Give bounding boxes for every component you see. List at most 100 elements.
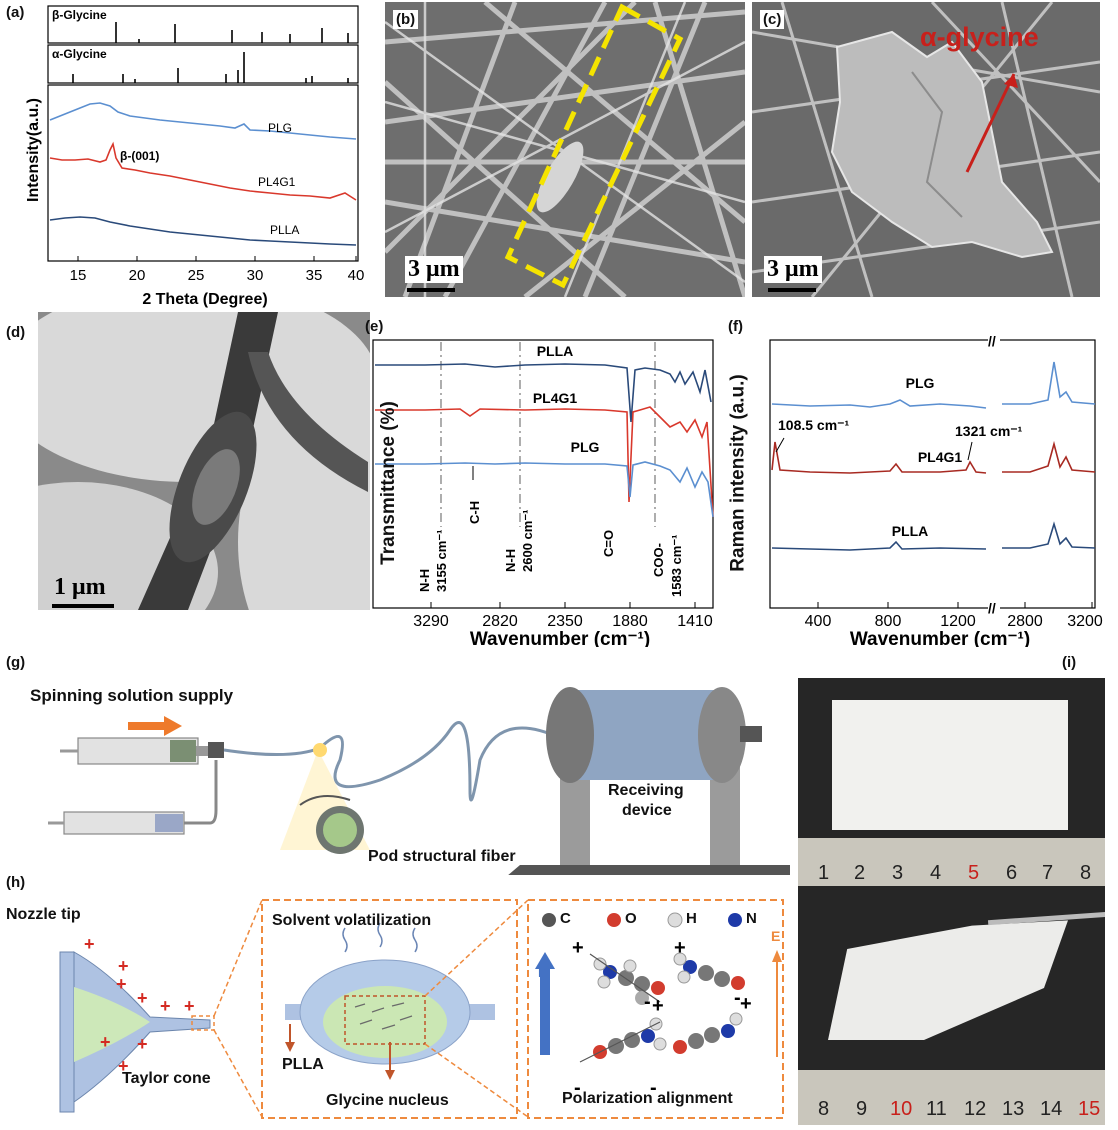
glycine-nucleus-label: Glycine nucleus bbox=[326, 1092, 449, 1109]
panel-label-e: (e) bbox=[365, 318, 384, 335]
xrd-label-plg: PLG bbox=[268, 121, 292, 135]
svg-text:+: + bbox=[116, 974, 127, 994]
panel-i-photo: (i) 1 2 3 4 5 6 7 8 8 9 10 11 12 13 14 1… bbox=[798, 678, 1105, 1125]
ftir-label-plg: PLG bbox=[571, 439, 600, 455]
raman-series-pl4g1-right bbox=[1002, 440, 1096, 473]
ruler-num: 12 bbox=[964, 1098, 987, 1120]
ftir-band-nh1-wn: 3155 cm⁻¹ bbox=[434, 529, 449, 592]
ftir-tick: 2820 bbox=[482, 613, 518, 630]
raman-peak2: 1321 cm⁻¹ bbox=[955, 423, 1023, 439]
ftir-band-ch: C-H bbox=[467, 501, 482, 524]
panel-label-g: (g) bbox=[6, 654, 26, 671]
xrd-series-plg bbox=[49, 102, 357, 140]
ruler-num: 2 bbox=[854, 862, 866, 884]
xrd-chart: β-Glycine α-Glycine bbox=[25, 5, 365, 308]
ref-alpha-label: α-Glycine bbox=[52, 47, 107, 61]
xrd-tick: 35 bbox=[306, 267, 323, 284]
raman-series-plla bbox=[771, 540, 987, 551]
alpha-ref-sticks bbox=[72, 52, 349, 83]
p-label: P bbox=[538, 964, 548, 980]
e-label: E bbox=[771, 928, 781, 944]
panel-b-sem: (b) 3 μm bbox=[385, 2, 745, 297]
raman-axis-break-bottom: // bbox=[988, 600, 996, 616]
raman-series-plg-right bbox=[1002, 361, 1096, 405]
plla-label: PLLA bbox=[282, 1056, 324, 1073]
xrd-peak-label: β-(001) bbox=[120, 149, 159, 163]
svg-text:-: - bbox=[644, 991, 651, 1013]
sem-fibers-b bbox=[385, 2, 745, 297]
ruler-num: 7 bbox=[1042, 862, 1054, 884]
polarization-label: Polarization alignment bbox=[562, 1090, 733, 1107]
ftir-band-coo-wn: 1583 cm⁻¹ bbox=[669, 534, 684, 597]
raman-label-plg: PLG bbox=[906, 375, 935, 391]
scale-bar-b bbox=[407, 288, 455, 292]
svg-text:+: + bbox=[184, 996, 195, 1016]
ftir-ylabel: Transmittance (%) bbox=[377, 401, 399, 565]
raman-tick: 800 bbox=[875, 613, 902, 630]
nozzle-tip-label: Nozzle tip bbox=[6, 906, 81, 923]
taylor-cone-label: Taylor cone bbox=[122, 1070, 211, 1087]
panel-e-ftir: (e) PLLA PL4G1 PLG N-H 3155 cm⁻¹ C-H N-H… bbox=[365, 312, 725, 650]
raman-label-plla: PLLA bbox=[892, 523, 929, 539]
scale-text-c: 3 μm bbox=[764, 256, 822, 283]
panel-h-schematic: (h) Nozzle tip + + + + + + + + + bbox=[0, 872, 790, 1125]
film-flat bbox=[832, 700, 1068, 830]
panel-label-a: (a) bbox=[6, 4, 25, 21]
panel-label-i-outer: (i) bbox=[1062, 654, 1077, 671]
raman-xlabel: Wavenumber (cm⁻¹) bbox=[850, 629, 1030, 647]
panel-label-d: (d) bbox=[6, 324, 26, 341]
raman-series-plg bbox=[771, 399, 987, 409]
raman-ylabel: Raman intensity (a.u.) bbox=[727, 374, 749, 572]
receiving-label-line1: Receiving bbox=[608, 782, 684, 799]
ruler-num: 14 bbox=[1040, 1098, 1063, 1120]
ruler-num: 4 bbox=[930, 862, 942, 884]
xrd-tick: 40 bbox=[348, 267, 365, 284]
ftir-chart: PLLA PL4G1 PLG N-H 3155 cm⁻¹ C-H N-H 260… bbox=[372, 339, 714, 650]
ruler-num: 8 bbox=[1080, 862, 1092, 884]
ref-beta-label: β-Glycine bbox=[52, 8, 107, 22]
raman-tick: 2800 bbox=[1007, 613, 1043, 630]
ftir-tick: 3290 bbox=[413, 613, 449, 630]
raman-peak1: 108.5 cm⁻¹ bbox=[778, 417, 850, 433]
alpha-glycine-annotation: α-glycine bbox=[920, 22, 1039, 52]
polarization-schematic: +++ + ++ +++ bbox=[59, 899, 784, 1119]
ftir-band-nh1: N-H bbox=[417, 569, 432, 592]
xrd-xlabel: 2 Theta (Degree) bbox=[142, 291, 267, 308]
spinning-supply-label: Spinning solution supply bbox=[30, 686, 234, 705]
legend-n-label: N bbox=[746, 910, 757, 927]
raman-series-pl4g1 bbox=[771, 441, 987, 474]
raman-tick: 3200 bbox=[1067, 613, 1103, 630]
ruler-num: 9 bbox=[856, 1098, 868, 1120]
xrd-tick: 20 bbox=[129, 267, 146, 284]
panel-a-xrd: (a) β-Glycine α-Glycine bbox=[0, 0, 370, 315]
ftir-xlabel: Wavenumber (cm⁻¹) bbox=[470, 629, 650, 647]
svg-text:+: + bbox=[84, 934, 95, 954]
electrospinning-schematic bbox=[48, 687, 790, 890]
ruler-num: 15 bbox=[1078, 1098, 1101, 1120]
svg-text:-: - bbox=[574, 1077, 581, 1099]
ftir-series-plg bbox=[375, 461, 714, 518]
ruler-top bbox=[798, 838, 1105, 886]
raman-axis-break-top: // bbox=[988, 333, 996, 349]
receiving-label-line2: device bbox=[622, 802, 672, 819]
sem-crystal-c bbox=[752, 2, 1100, 297]
beta-ref-sticks bbox=[115, 22, 349, 43]
ruler-num: 13 bbox=[1002, 1098, 1025, 1120]
ruler-bottom bbox=[798, 1070, 1105, 1125]
ftir-series-plla bbox=[375, 363, 712, 423]
ruler-num: 5 bbox=[968, 862, 980, 884]
film-curled bbox=[828, 920, 1068, 1040]
ruler-num: 6 bbox=[1006, 862, 1018, 884]
svg-text:+: + bbox=[740, 993, 752, 1015]
raman-tick: 1200 bbox=[940, 613, 976, 630]
xrd-tick: 15 bbox=[70, 267, 87, 284]
tem-image bbox=[38, 312, 370, 610]
xrd-tick: 25 bbox=[188, 267, 205, 284]
scale-bar-d bbox=[52, 604, 114, 608]
ftir-band-nh2: N-H bbox=[503, 549, 518, 572]
panel-label-h: (h) bbox=[6, 874, 26, 891]
svg-text:+: + bbox=[100, 1032, 111, 1052]
xrd-series-plla bbox=[49, 216, 357, 246]
glycine-molecules: +- +- -+ -+ bbox=[572, 937, 752, 1099]
ruler-num: 3 bbox=[892, 862, 904, 884]
